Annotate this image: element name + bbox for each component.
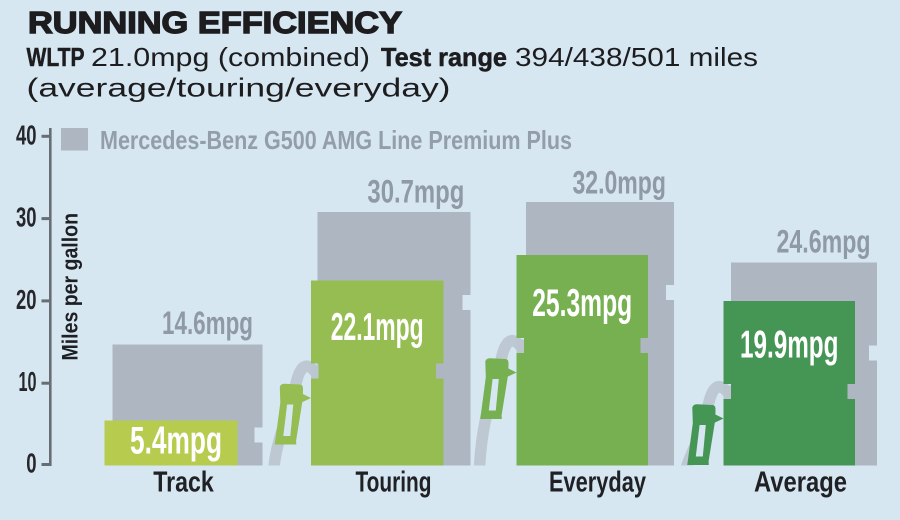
svg-text:22.1mpg: 22.1mpg — [331, 306, 424, 349]
svg-text:10: 10 — [19, 366, 37, 397]
svg-text:0: 0 — [26, 448, 36, 479]
svg-text:32.0mpg: 32.0mpg — [572, 164, 666, 200]
svg-text:40: 40 — [16, 119, 37, 150]
svg-text:Everyday: Everyday — [549, 467, 646, 499]
svg-text:RUNNING EFFICIENCY: RUNNING EFFICIENCY — [28, 6, 402, 40]
svg-text:(average/touring/everyday): (average/touring/everyday) — [27, 73, 451, 103]
svg-text:WLTP: WLTP — [27, 42, 85, 72]
svg-text:Average: Average — [754, 467, 847, 499]
svg-text:Touring: Touring — [356, 467, 432, 499]
svg-text:Track: Track — [153, 467, 214, 499]
svg-text:20: 20 — [16, 284, 37, 315]
svg-text:25.3mpg: 25.3mpg — [532, 282, 632, 325]
svg-text:24.6mpg: 24.6mpg — [777, 224, 871, 260]
svg-text:30: 30 — [16, 202, 37, 233]
svg-text:5.4mpg: 5.4mpg — [130, 420, 222, 463]
svg-text:394/438/501 miles: 394/438/501 miles — [515, 42, 758, 72]
svg-text:Miles per gallon: Miles per gallon — [58, 213, 83, 361]
svg-text:Test range: Test range — [381, 42, 507, 72]
svg-text:21.0mpg (combined): 21.0mpg (combined) — [91, 42, 370, 72]
svg-text:Mercedes-Benz G500 AMG Line Pr: Mercedes-Benz G500 AMG Line Premium Plus — [100, 125, 572, 155]
svg-text:30.7mpg: 30.7mpg — [367, 174, 464, 210]
svg-text:19.9mpg: 19.9mpg — [740, 324, 839, 367]
svg-text:14.6mpg: 14.6mpg — [162, 305, 253, 341]
